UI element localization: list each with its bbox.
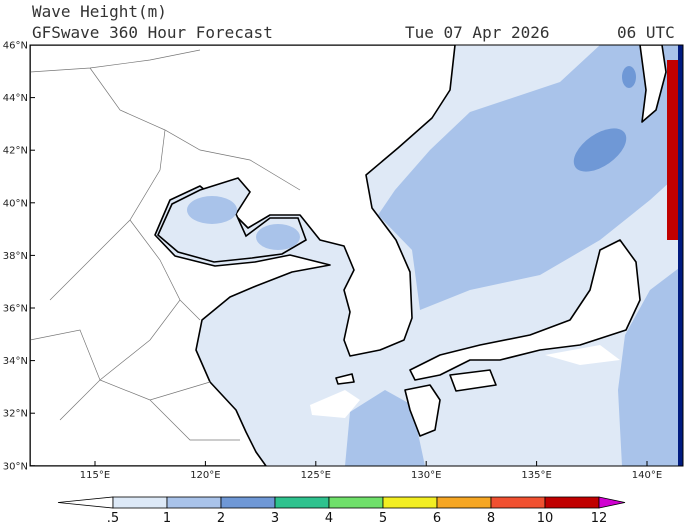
title: Wave Height(m): [32, 2, 167, 21]
lon-label: 120°E: [190, 470, 220, 481]
date: Tue 07 Apr 2026: [405, 23, 550, 42]
wave-1-2: [618, 265, 683, 466]
colorbar: .5 1 2 3 4 5 6 8 10 12: [57, 496, 626, 525]
colorbar-segment: [382, 496, 438, 509]
colorbar-label: .5: [107, 511, 119, 525]
colorbar-label: 4: [325, 511, 333, 525]
wave-1-2: [378, 45, 683, 310]
lat-label: 44°N: [3, 93, 28, 104]
time: 06 UTC: [617, 23, 675, 42]
colorbar-segment: [274, 496, 330, 509]
lat-label: 42°N: [3, 146, 28, 157]
wave-1-2: [345, 390, 425, 466]
colorbar-label: 3: [271, 511, 279, 525]
lat-label: 36°N: [3, 304, 28, 315]
land: [409, 239, 641, 381]
colorbar-segment: [328, 496, 384, 509]
lon-label: 135°E: [521, 470, 551, 481]
land: [335, 373, 355, 385]
wave-below-05: [545, 345, 620, 365]
lat-label: 30°N: [3, 461, 28, 472]
colorbar-label: 8: [487, 511, 495, 525]
wave-10-12: [667, 60, 678, 240]
colorbar-label: 10: [537, 511, 554, 525]
lon-label: 130°E: [411, 470, 441, 481]
border: [30, 49, 301, 441]
land: [30, 45, 456, 466]
lat-label: 32°N: [3, 409, 28, 420]
lat-label: 46°N: [3, 41, 28, 52]
colorbar-label: 2: [217, 511, 225, 525]
lon-label: 115°E: [80, 470, 110, 481]
colorbar-label: 5: [379, 511, 387, 525]
wave-2-3: [622, 66, 636, 88]
wave-below-05: [310, 390, 360, 418]
colorbar-segment: [112, 496, 168, 509]
edge-strip: [678, 45, 683, 466]
colorbar-segment: [166, 496, 222, 509]
lat-label: 40°N: [3, 198, 28, 209]
land: [404, 384, 441, 437]
wave-1-2: [256, 224, 300, 250]
axes: 46°N 44°N 42°N 40°N 38°N 36°N 34°N 32°N 30°N 115°…: [3, 41, 662, 482]
colorbar-label: 1: [163, 511, 171, 525]
map: [30, 45, 683, 466]
wave-1-2: [187, 196, 237, 224]
land: [639, 45, 667, 123]
subtitle: GFSwave 360 Hour Forecast: [32, 23, 273, 42]
colorbar-segment: [220, 496, 276, 509]
land: [449, 369, 497, 392]
colorbar-label: 12: [591, 511, 608, 525]
colorbar-end: [57, 496, 114, 509]
colorbar-segment: [490, 496, 546, 509]
colorbar-segment: [436, 496, 492, 509]
lon-label: 125°E: [301, 470, 331, 481]
lat-label: 34°N: [3, 356, 28, 367]
wave-2-3: [573, 128, 627, 172]
colorbar-end: [598, 496, 626, 509]
lat-label: 38°N: [3, 251, 28, 262]
lon-label: 140°E: [632, 470, 662, 481]
colorbar-label: 6: [433, 511, 441, 525]
colorbar-segment: [544, 496, 600, 509]
